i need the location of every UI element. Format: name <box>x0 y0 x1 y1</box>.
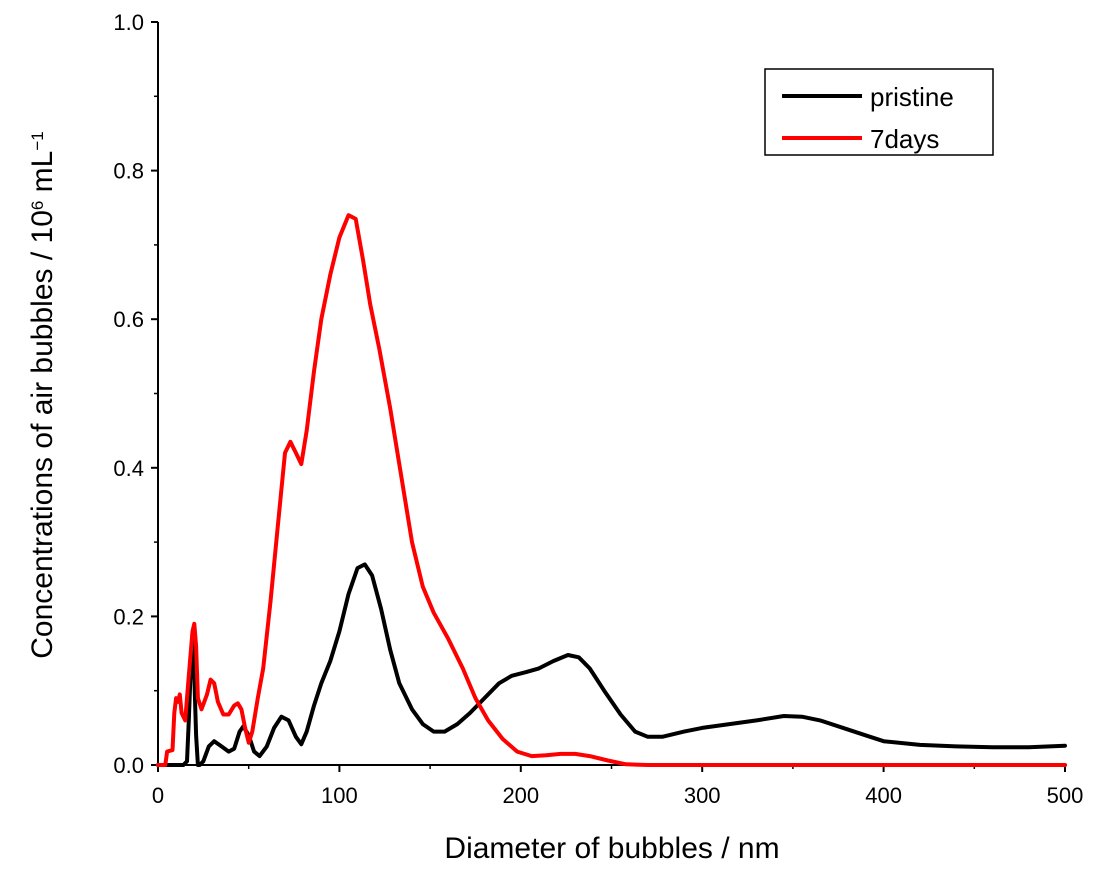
x-tick-label: 200 <box>502 783 539 808</box>
y-axis-title-prefix: Concentrations of air bubbles / 10 <box>26 210 59 659</box>
y-axis-title-unit: mL <box>26 151 59 201</box>
y-tick-label: 0.8 <box>113 159 144 184</box>
y-tick-label: 0.2 <box>113 604 144 629</box>
series-line-pristine <box>156 562 1067 767</box>
y-ticks: 0.0 0.2 0.4 0.6 0.8 1.0 <box>113 10 158 778</box>
legend-label-pristine: pristine <box>870 82 954 112</box>
legend: pristine 7days <box>764 68 994 156</box>
y-tick-label: 0.0 <box>113 753 144 778</box>
x-tick-label: 300 <box>684 783 721 808</box>
y-tick-label: 0.6 <box>113 307 144 332</box>
x-tick-label: 0 <box>152 783 164 808</box>
legend-label-7days: 7days <box>870 124 939 154</box>
x-ticks: 0 100 200 300 400 500 <box>152 765 1083 808</box>
y-axis-title-exp2: −1 <box>28 131 47 150</box>
x-tick-label: 100 <box>321 783 358 808</box>
y-axis-title-exp1: 6 <box>28 201 47 210</box>
x-axis-title: Diameter of bubbles / nm <box>444 832 779 865</box>
series-line-7days <box>156 213 1067 767</box>
x-tick-label: 500 <box>1047 783 1084 808</box>
legend-box <box>764 68 994 156</box>
y-tick-label: 1.0 <box>113 10 144 35</box>
series-layer <box>156 213 1067 767</box>
y-tick-label: 0.4 <box>113 456 144 481</box>
x-tick-label: 400 <box>865 783 902 808</box>
y-axis-title: Concentrations of air bubbles / 106 mL−1 <box>26 131 59 658</box>
